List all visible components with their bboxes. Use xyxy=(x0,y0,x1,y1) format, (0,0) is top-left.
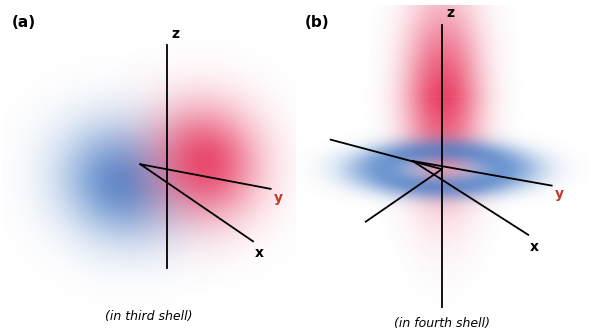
Text: x: x xyxy=(530,240,538,254)
Text: y: y xyxy=(274,191,282,205)
Text: x: x xyxy=(255,246,264,260)
Text: (in third shell): (in third shell) xyxy=(105,310,193,323)
Text: y: y xyxy=(554,187,564,201)
Text: (in fourth shell): (in fourth shell) xyxy=(394,317,490,330)
Text: (b): (b) xyxy=(304,15,329,30)
Text: z: z xyxy=(446,6,454,20)
Text: z: z xyxy=(171,27,179,41)
Text: (a): (a) xyxy=(12,15,35,30)
